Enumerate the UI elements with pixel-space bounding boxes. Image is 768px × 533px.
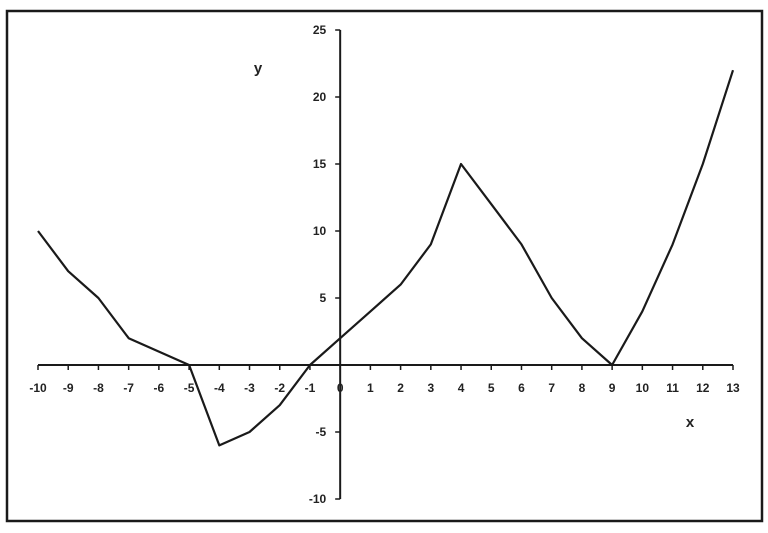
x-tick-label: 4	[458, 381, 465, 395]
x-tick-label: -7	[123, 381, 134, 395]
x-tick-label: 6	[518, 381, 525, 395]
y-tick-label: 20	[313, 90, 327, 104]
x-tick-label: -5	[184, 381, 195, 395]
y-tick-label: -10	[309, 492, 327, 506]
x-tick-label: 11	[666, 381, 679, 395]
x-tick-label: -4	[214, 381, 225, 395]
x-tick-label: -9	[63, 381, 74, 395]
series-line	[37, 69, 735, 447]
x-tick-label: -3	[244, 381, 255, 395]
x-tick-label: 0	[337, 381, 344, 395]
x-tick-label: 10	[636, 381, 650, 395]
y-tick-label: 15	[313, 157, 327, 171]
series-layer	[37, 69, 735, 447]
x-tick-label: 9	[609, 381, 616, 395]
x-tick-label: 8	[579, 381, 586, 395]
y-axis-title: y	[254, 60, 263, 77]
x-axis-title: x	[686, 414, 695, 431]
y-tick-label: 5	[319, 291, 326, 305]
x-tick-label: -10	[29, 381, 47, 395]
x-tick-label: 3	[427, 381, 434, 395]
x-tick-label: -8	[93, 381, 104, 395]
y-tick-label: -5	[316, 425, 327, 439]
tick-labels: -10 -9 -8 -7 -6 -5 -4 -3 -2 -1 0 1 2 3 4 5 6 7 8 9 10 11 12 13-…	[29, 23, 740, 506]
x-tick-label: 7	[548, 381, 555, 395]
x-tick-label: -2	[274, 381, 285, 395]
x-tick-label: 2	[397, 381, 404, 395]
chart-frame	[5, 9, 764, 523]
x-tick-label: 13	[726, 381, 740, 395]
y-tick-label: 25	[313, 23, 327, 37]
y-tick-label: 10	[313, 224, 327, 238]
x-tick-label: -6	[154, 381, 165, 395]
x-tick-label: 1	[367, 381, 374, 395]
x-tick-label: 12	[696, 381, 710, 395]
axes	[38, 30, 733, 499]
x-tick-label: 5	[488, 381, 495, 395]
x-tick-label: -1	[305, 381, 316, 395]
